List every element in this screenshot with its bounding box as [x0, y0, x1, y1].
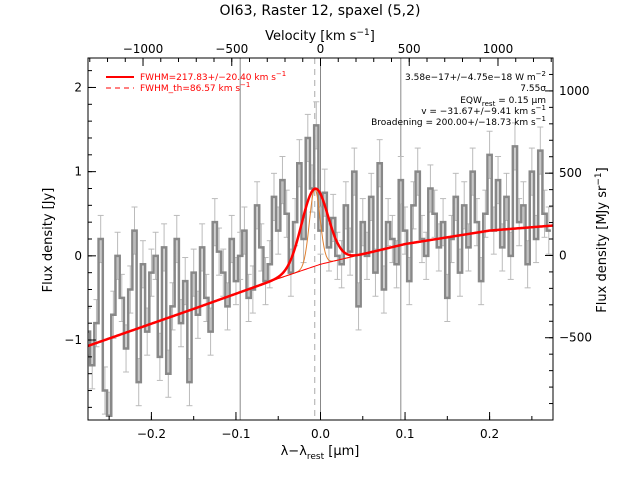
right-tick-label: 0: [559, 248, 567, 262]
top-tick-label: 0: [317, 42, 325, 56]
right-tick-label: 500: [559, 166, 582, 180]
top-axis-label: Velocity [km s−1]: [265, 28, 375, 44]
right-axis-label: Flux density [MJy sr−1]: [594, 167, 610, 312]
annotation-sigma: 7.55σ: [520, 84, 546, 94]
left-tick-label: 0: [74, 249, 82, 263]
top-axis: −1000 −500 0 500 1000: [89, 42, 552, 66]
top-tick-label: 500: [398, 42, 421, 56]
left-axis-label: Flux density [Jy]: [41, 188, 56, 293]
bottom-tick-label: 0.0: [311, 427, 330, 441]
annotation-flux: 3.58e−17+/−4.75e−18 W m−2: [405, 70, 546, 83]
right-axis: −500 0 500 1000: [545, 73, 592, 405]
annotation-velocity: v = −31.67+/−9.41 km s−1: [421, 104, 546, 117]
chart-title: OI63, Raster 12, spaxel (5,2): [220, 3, 421, 19]
bottom-tick-label: −0.2: [137, 427, 166, 441]
right-tick-label: −500: [559, 331, 592, 345]
legend-fwhm-th-label: FWHM_th=86.57 km s−1: [140, 81, 250, 94]
bottom-axis-label: λ−λrest [μm]: [281, 444, 360, 462]
annotation-broadening: Broadening = 200.00+/−18.73 km s−1: [371, 115, 546, 128]
top-tick-label: −1000: [123, 42, 164, 56]
left-tick-label: 1: [74, 165, 82, 179]
spectrum-line: [88, 124, 551, 418]
left-tick-label: 2: [74, 80, 82, 94]
left-tick-label: −1: [64, 333, 82, 347]
top-tick-label: 1000: [483, 42, 514, 56]
fit-line: [88, 187, 553, 348]
annotation-eqw: EQWrest = 0.15 μm: [460, 96, 546, 108]
top-tick-label: −500: [215, 42, 248, 56]
bottom-tick-label: 0.2: [480, 427, 499, 441]
bottom-tick-label: −0.1: [221, 427, 250, 441]
fit-annotations: 3.58e−17+/−4.75e−18 W m−2 7.55σ EQWrest …: [371, 70, 546, 128]
legend-fwhm-label: FWHM=217.83+/−20.40 km s−1: [140, 70, 286, 83]
bottom-axis: −0.2 −0.1 0.0 0.1 0.2: [108, 412, 533, 441]
left-axis: −1 0 1 2: [64, 70, 96, 408]
bottom-tick-label: 0.1: [395, 427, 414, 441]
legend: FWHM=217.83+/−20.40 km s−1 FWHM_th=86.57…: [106, 70, 286, 94]
right-tick-label: 1000: [559, 84, 590, 98]
